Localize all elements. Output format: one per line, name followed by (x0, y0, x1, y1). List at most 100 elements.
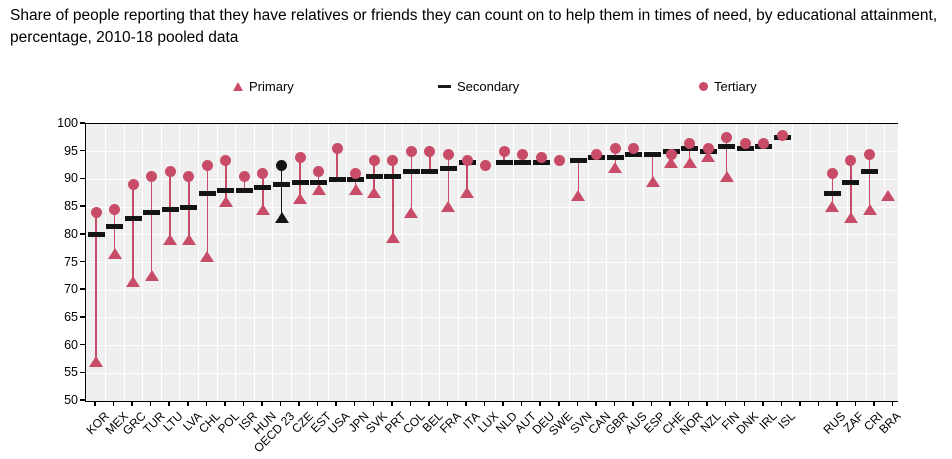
v-gridline (160, 124, 162, 401)
v-gridline (179, 124, 181, 401)
secondary-marker (439, 165, 457, 171)
x-tick-mark (669, 401, 671, 407)
secondary-marker (421, 168, 439, 174)
range-line (466, 160, 468, 194)
tertiary-marker (387, 154, 399, 166)
tertiary-marker (331, 143, 343, 155)
v-gridline (105, 124, 107, 401)
tertiary-marker (554, 154, 566, 166)
primary-marker (274, 212, 289, 224)
secondary-marker (161, 207, 179, 213)
x-tick-mark (576, 401, 579, 407)
range-line (132, 184, 134, 282)
secondary-marker (495, 160, 513, 166)
primary-marker (441, 201, 456, 213)
secondary-marker (310, 179, 328, 185)
dash-icon (438, 85, 451, 88)
tertiary-marker (628, 143, 640, 155)
x-tick-mark (632, 401, 634, 407)
x-tick-mark (817, 401, 820, 407)
range-line (392, 160, 394, 238)
y-tick-label: 50 (64, 393, 78, 407)
h-gridline (86, 178, 898, 180)
primary-marker (701, 151, 716, 163)
tertiary-marker (238, 171, 250, 183)
secondary-marker (736, 146, 754, 152)
x-tick-mark (131, 401, 133, 407)
primary-marker (144, 270, 159, 282)
secondary-marker (402, 168, 420, 174)
legend-item-secondary: Secondary (438, 79, 519, 94)
primary-marker (181, 234, 196, 246)
h-gridline (86, 206, 898, 208)
x-tick-mark (780, 401, 783, 407)
tertiary-marker (721, 132, 733, 144)
x-tick-mark (446, 401, 449, 407)
tertiary-marker (183, 171, 195, 183)
v-gridline (735, 124, 737, 401)
tertiary-marker (864, 148, 876, 160)
v-gridline (698, 124, 700, 401)
x-tick-mark (854, 401, 857, 407)
tertiary-marker (684, 137, 696, 149)
secondary-marker (384, 174, 402, 180)
tertiary-marker (609, 143, 621, 155)
primary-marker (293, 192, 308, 204)
range-line (831, 173, 834, 208)
x-tick-mark (539, 401, 541, 407)
v-gridline (142, 124, 144, 401)
v-gridline (606, 124, 608, 401)
legend-label-secondary: Secondary (457, 79, 520, 94)
secondary-marker (198, 190, 216, 196)
legend-item-tertiary: Tertiary (699, 79, 757, 94)
tertiary-marker (424, 146, 436, 158)
range-line (354, 173, 357, 191)
tertiary-marker (845, 154, 857, 166)
v-gridline (123, 124, 125, 401)
v-gridline (754, 124, 756, 401)
range-line (429, 151, 431, 172)
secondary-marker (143, 210, 161, 216)
v-gridline (828, 124, 830, 401)
secondary-marker (273, 182, 290, 188)
x-tick-mark (558, 401, 560, 407)
x-tick-mark (520, 401, 523, 407)
y-tick-label: 55 (64, 365, 78, 380)
primary-marker (460, 187, 474, 199)
tertiary-marker (368, 154, 380, 166)
range-line (410, 151, 413, 213)
v-gridline (791, 124, 793, 401)
y-tick-label: 85 (64, 199, 78, 214)
x-tick-mark (335, 401, 337, 407)
v-gridline (494, 124, 496, 401)
x-tick-mark (187, 401, 189, 407)
v-gridline (198, 124, 200, 401)
secondary-marker (532, 160, 550, 166)
secondary-marker (625, 151, 643, 157)
y-tick-label: 90 (64, 171, 78, 186)
v-gridline (439, 124, 441, 401)
primary-marker (843, 212, 858, 224)
secondary-marker (254, 185, 272, 191)
secondary-marker (217, 187, 235, 193)
v-gridline (253, 124, 255, 401)
y-tick-label: 75 (64, 254, 78, 269)
v-gridline (235, 124, 237, 401)
x-tick-mark (316, 401, 319, 407)
x-tick-mark (891, 401, 894, 407)
x-tick-mark (724, 401, 727, 407)
range-line (725, 137, 728, 177)
v-gridline (216, 124, 218, 401)
x-tick-mark (465, 401, 467, 407)
v-gridline (810, 124, 812, 401)
tertiary-marker (480, 160, 492, 172)
primary-marker (881, 190, 896, 202)
v-gridline (587, 124, 589, 401)
primary-marker (107, 248, 122, 260)
secondary-marker (644, 151, 661, 157)
range-line (243, 176, 246, 191)
range-line (206, 165, 209, 257)
tertiary-marker (776, 129, 788, 141)
primary-marker (664, 156, 679, 168)
